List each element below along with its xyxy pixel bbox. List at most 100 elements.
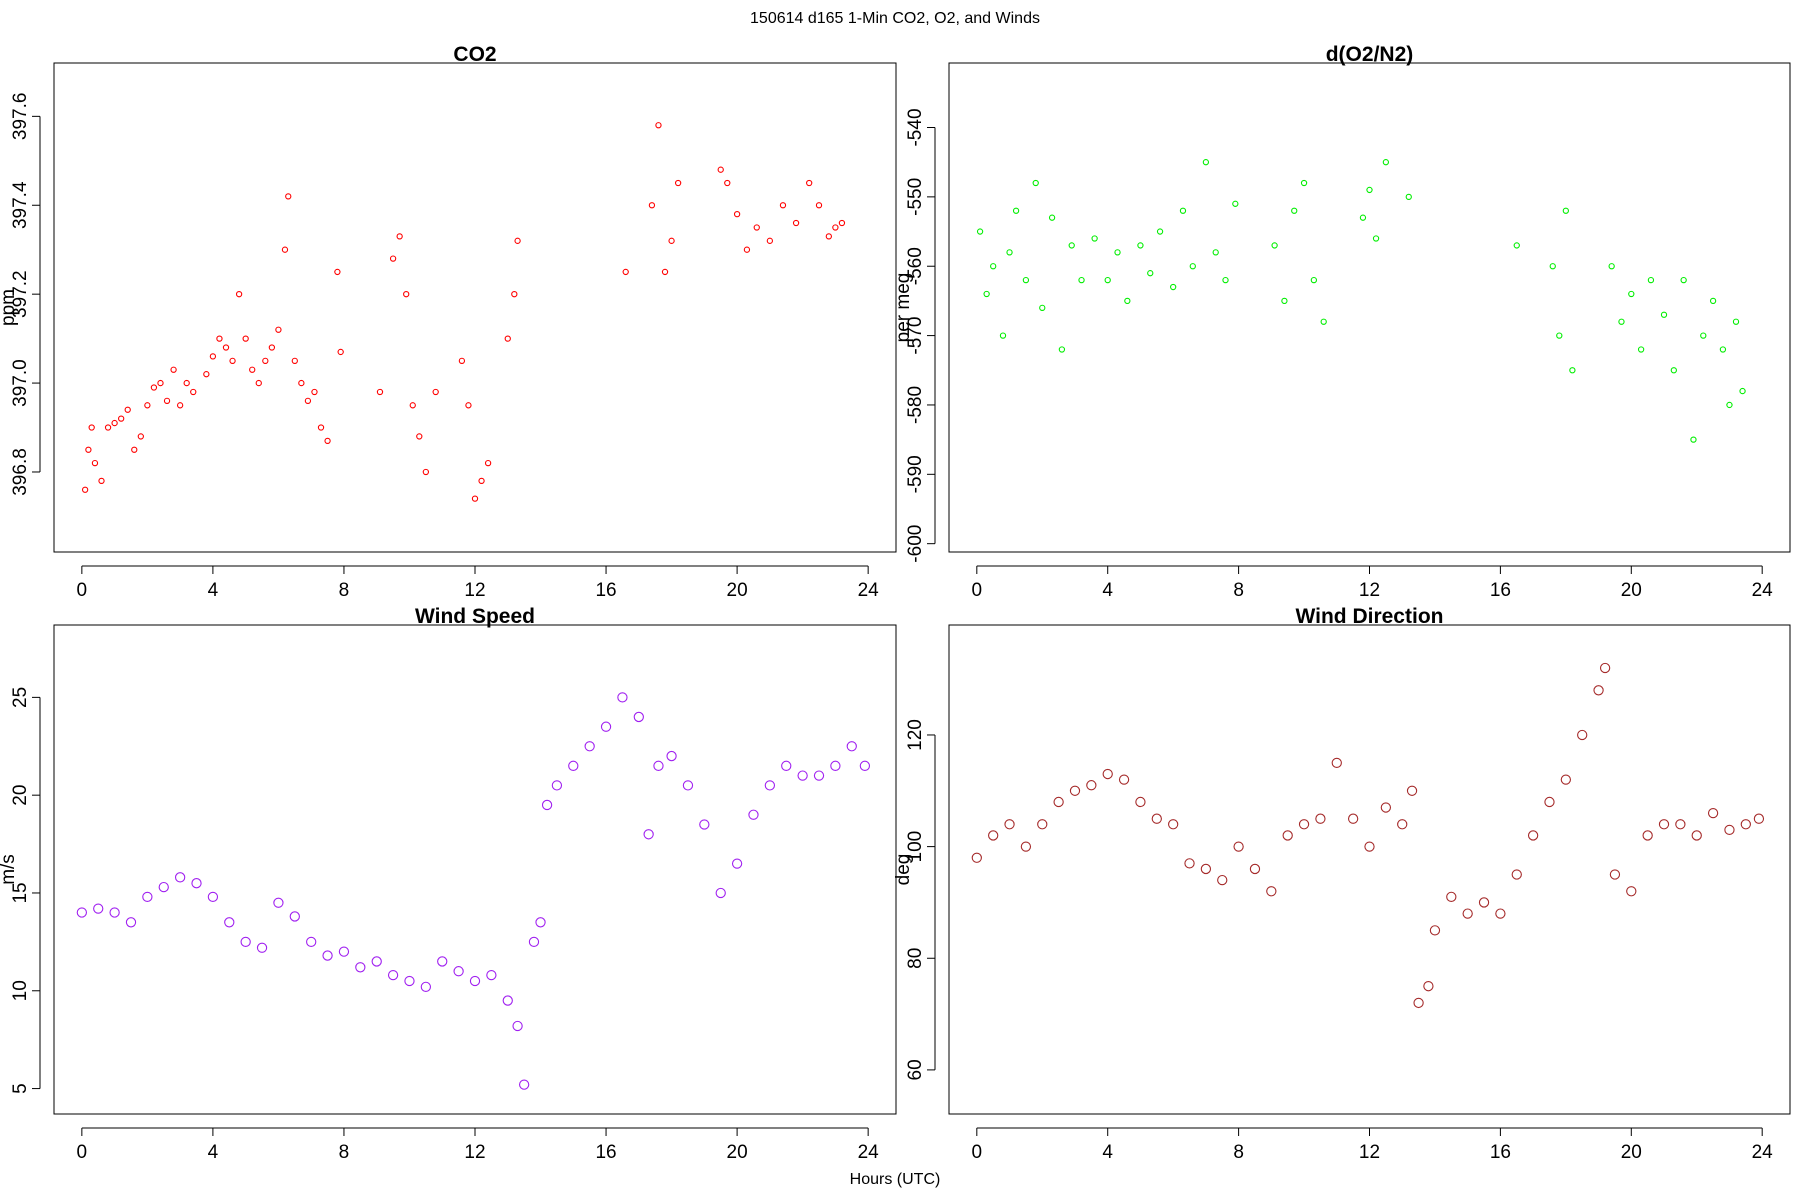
panel: Wind Direction 0 4 8 12 16 20 24 60 80 100 120 deg xyxy=(893,605,1791,1163)
point xyxy=(1266,886,1277,897)
point xyxy=(416,433,423,440)
point xyxy=(242,335,249,342)
x-tick-label: 0 xyxy=(77,580,88,601)
point xyxy=(528,936,540,948)
point xyxy=(471,495,479,502)
point xyxy=(256,942,268,953)
point xyxy=(275,326,282,333)
point xyxy=(1271,242,1278,249)
y-axis-label: ppm xyxy=(0,289,19,326)
point xyxy=(1593,685,1604,696)
point xyxy=(157,379,164,387)
y-tick-label: -600 xyxy=(905,525,926,563)
point xyxy=(1700,332,1707,339)
y-tick-label: 397.6 xyxy=(10,93,31,141)
x-tick-label: 0 xyxy=(972,580,983,601)
point xyxy=(216,335,223,342)
point xyxy=(387,969,399,981)
point xyxy=(453,966,464,977)
point xyxy=(1609,869,1621,880)
y-tick-label: -590 xyxy=(905,455,926,493)
point xyxy=(1753,813,1765,824)
point xyxy=(170,366,177,373)
point xyxy=(764,780,776,791)
point xyxy=(1429,925,1441,936)
point xyxy=(1726,401,1733,409)
point xyxy=(832,224,839,231)
point xyxy=(183,379,190,387)
point xyxy=(229,357,236,364)
y-tick-label: 15 xyxy=(10,882,31,903)
point xyxy=(1511,869,1522,880)
point xyxy=(1179,207,1187,214)
x-tick-label: 0 xyxy=(972,1142,983,1163)
point xyxy=(1608,263,1615,270)
x-tick-label: 24 xyxy=(858,580,880,601)
point xyxy=(1114,249,1121,256)
point xyxy=(674,179,682,187)
point xyxy=(806,179,813,187)
point xyxy=(203,371,210,378)
point xyxy=(209,353,217,360)
point xyxy=(298,379,305,387)
point xyxy=(1658,819,1670,830)
point xyxy=(1300,179,1308,187)
point xyxy=(1012,207,1020,214)
y-tick-label: 396.8 xyxy=(10,448,31,496)
point xyxy=(465,402,472,409)
point xyxy=(699,819,710,830)
x-tick-label: 8 xyxy=(1233,1142,1244,1163)
point xyxy=(285,193,292,200)
point xyxy=(779,202,787,209)
point xyxy=(1078,276,1085,284)
point xyxy=(1642,830,1653,841)
x-tick-label: 20 xyxy=(727,580,748,601)
y-tick-label: 100 xyxy=(905,831,926,863)
point xyxy=(988,830,999,841)
point xyxy=(1086,780,1097,791)
point xyxy=(1147,270,1154,277)
point xyxy=(91,459,99,467)
point xyxy=(830,760,841,771)
x-tick-label: 24 xyxy=(1752,1142,1774,1163)
point xyxy=(1691,830,1702,841)
x-tick-label: 8 xyxy=(339,580,350,601)
point xyxy=(717,166,724,173)
point xyxy=(1068,242,1075,249)
point xyxy=(1423,981,1434,992)
point xyxy=(1320,318,1327,325)
point xyxy=(1232,200,1239,207)
y-tick-label: 397.2 xyxy=(10,270,31,318)
point xyxy=(511,291,518,298)
point xyxy=(1039,304,1046,311)
point xyxy=(1069,785,1081,796)
point xyxy=(1740,819,1751,830)
point xyxy=(748,809,759,820)
point xyxy=(1724,824,1735,836)
y-tick-label: 120 xyxy=(905,719,926,751)
point xyxy=(1170,283,1177,291)
x-tick-label: 4 xyxy=(1102,1142,1113,1163)
point xyxy=(781,760,792,771)
y-tick-label: 60 xyxy=(905,1059,926,1080)
point xyxy=(753,224,760,231)
y-tick-label: 10 xyxy=(10,980,31,1001)
point xyxy=(376,388,384,396)
plot-frame xyxy=(53,62,897,553)
point xyxy=(1048,214,1056,221)
point xyxy=(502,995,513,1006)
point xyxy=(1405,193,1412,201)
point xyxy=(158,881,169,893)
panel: CO2 0 4 8 12 16 20 24 396.8 397.0 397.2 397.4 397.6 p… xyxy=(0,43,897,601)
y-axis-label: m/s xyxy=(0,854,19,885)
point xyxy=(797,770,808,781)
point xyxy=(668,237,675,244)
point xyxy=(825,233,832,240)
point xyxy=(504,335,511,342)
point xyxy=(1137,242,1144,249)
point xyxy=(144,402,151,409)
point xyxy=(98,477,105,485)
point xyxy=(262,357,269,364)
x-tick-label: 16 xyxy=(1490,1142,1511,1163)
